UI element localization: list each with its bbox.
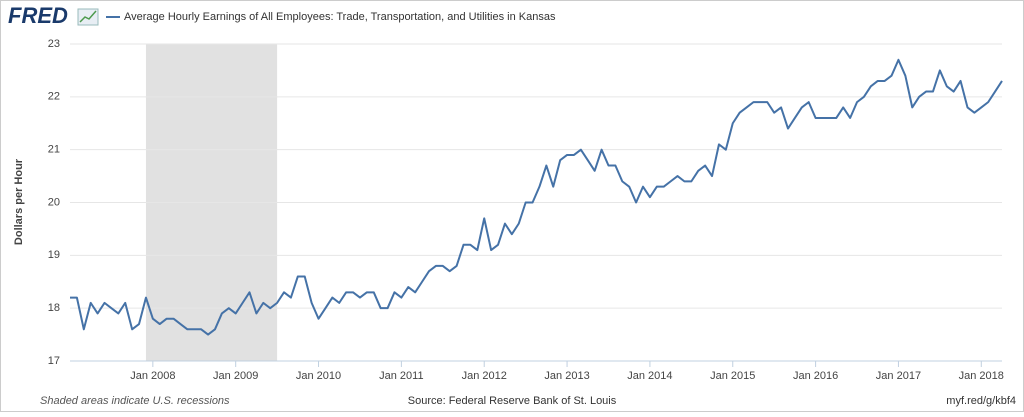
legend-label: Average Hourly Earnings of All Employees…: [124, 11, 556, 23]
y-tick-label: 21: [48, 144, 60, 156]
y-tick-label: 22: [48, 91, 60, 103]
series-line: [70, 58, 1003, 336]
footnote: Shaded areas indicate U.S. recessions: [40, 395, 230, 407]
y-tick-label: 18: [48, 302, 60, 314]
x-tick-label: Jan 2015: [710, 370, 755, 382]
y-tick-label: 17: [48, 355, 60, 367]
logo: FRED: [8, 3, 68, 28]
x-tick-label: Jan 2013: [544, 370, 589, 382]
x-tick-label: Jan 2014: [627, 370, 672, 382]
logo-icon-line: [79, 10, 97, 23]
link[interactable]: myf.red/g/kbf4: [946, 395, 1016, 407]
x-tick-label: Jan 2017: [876, 370, 921, 382]
x-tick-label: Jan 2016: [793, 370, 838, 382]
y-tick-label: 20: [48, 196, 60, 208]
y-tick-label: 19: [48, 249, 60, 261]
x-tick-label: Jan 2008: [130, 370, 175, 382]
x-tick-label: Jan 2009: [213, 370, 258, 382]
logo-icon: [77, 8, 99, 26]
x-tick-label: Jan 2012: [462, 370, 507, 382]
x-tick-label: Jan 2011: [379, 370, 423, 382]
source: Source: Federal Reserve Bank of St. Loui…: [408, 395, 617, 407]
y-axis-label: Dollars per Hour: [13, 158, 25, 245]
x-tick-label: Jan 2018: [959, 370, 1004, 382]
y-tick-label: 23: [48, 38, 60, 50]
x-tick-label: Jan 2010: [296, 370, 341, 382]
